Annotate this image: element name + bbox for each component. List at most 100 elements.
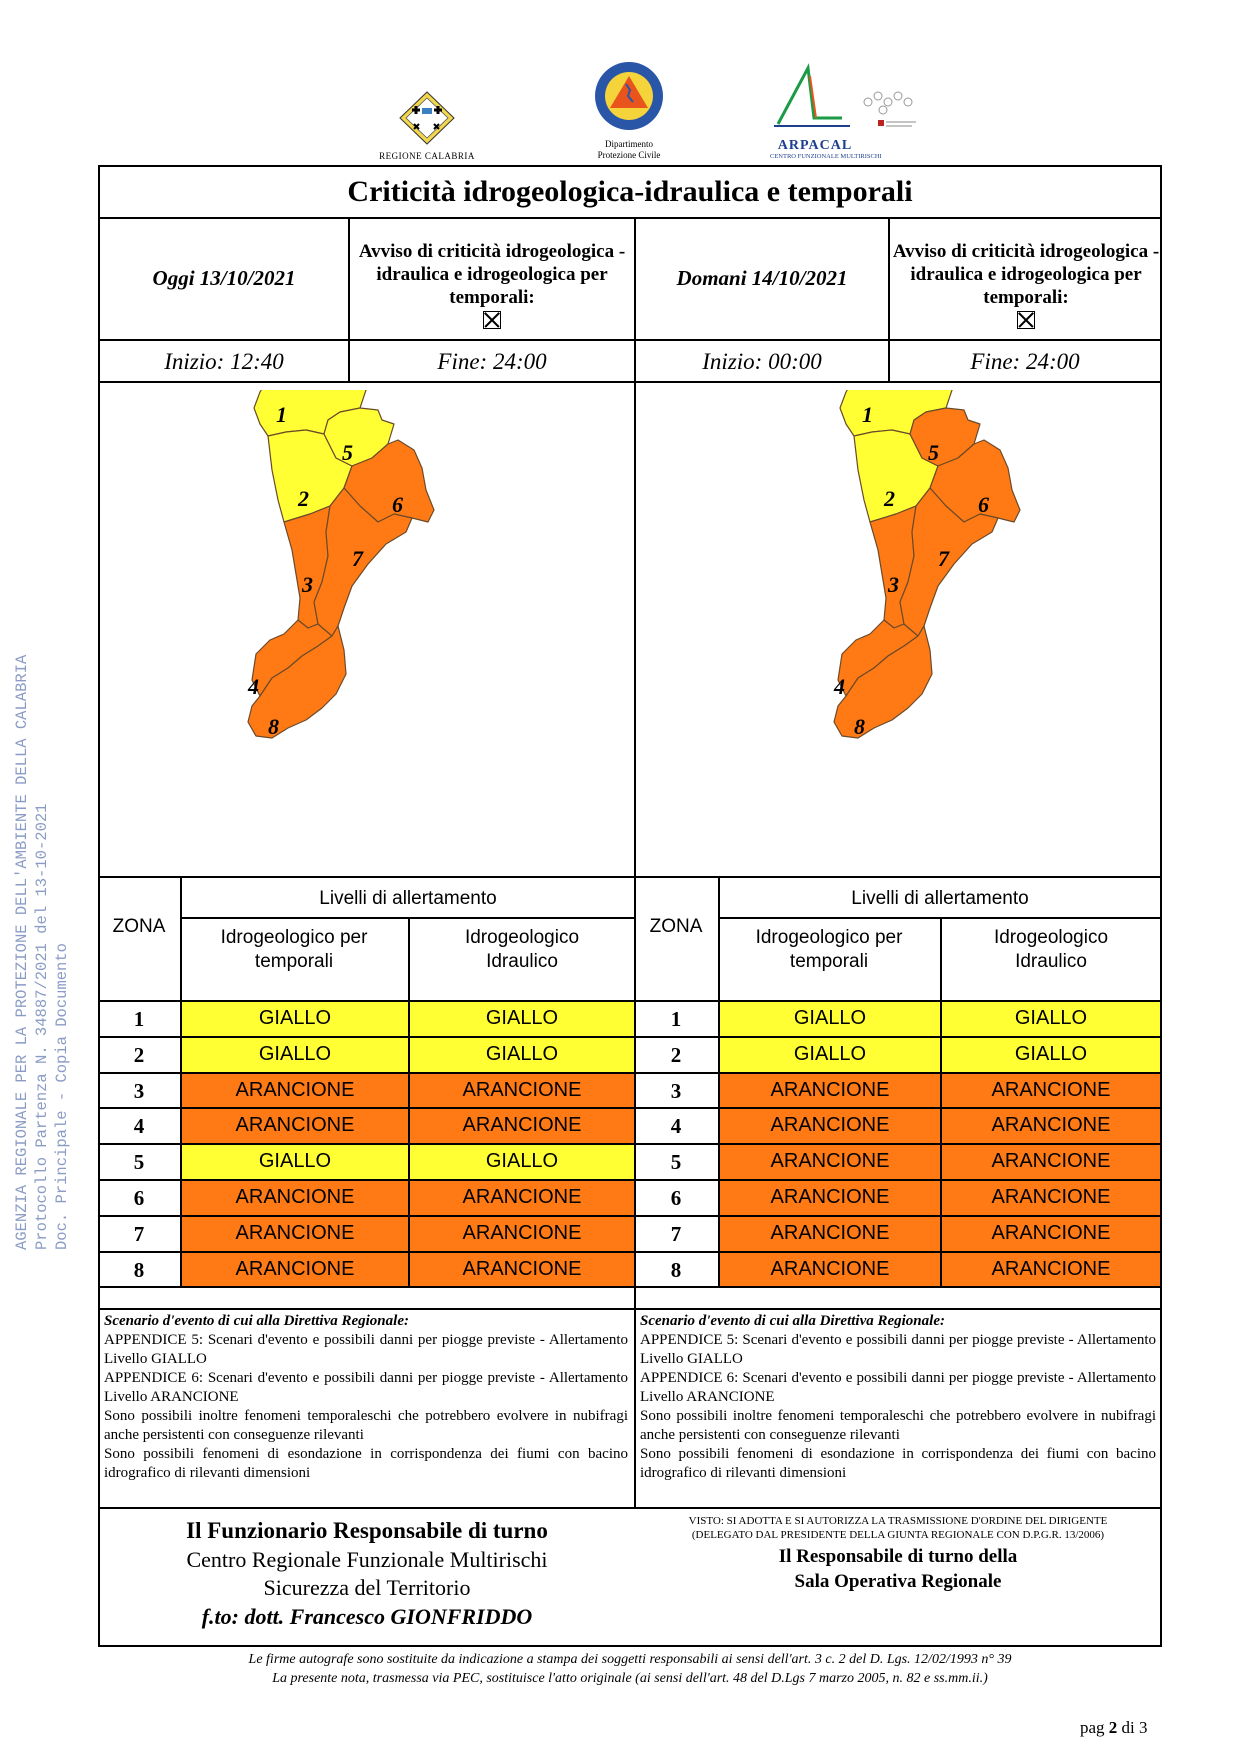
zone-6-temporali-level: ARANCIONE: [720, 1181, 940, 1215]
zone-3-temporali-level: ARANCIONE: [182, 1073, 408, 1108]
divider: [180, 1000, 182, 1289]
divider: [98, 1071, 636, 1074]
zone-8-temporali-level: ARANCIONE: [182, 1252, 408, 1287]
zone-8-area: [833, 625, 933, 739]
zone-number: 5: [133, 1150, 145, 1175]
divider: [348, 217, 350, 383]
zone-7-temporali-level: ARANCIONE: [720, 1216, 940, 1251]
divider: [634, 1000, 1162, 1002]
zone-7-label: 7: [352, 546, 364, 571]
left-signature: Il Funzionario Responsabile di turno Cen…: [100, 1516, 634, 1632]
right-end-time: Fine: 24:00: [970, 349, 1080, 374]
zone-4-idraulico-level: ARANCIONE: [942, 1109, 1160, 1144]
zone-2-temporali-level: GIALLO: [182, 1037, 408, 1072]
divider: [888, 217, 890, 383]
zone-4-temporali-level: ARANCIONE: [182, 1109, 408, 1144]
left-scenario: Scenario d'evento di cui alla Direttiva …: [104, 1312, 628, 1483]
zone-2-idraulico-level: GIALLO: [942, 1037, 1160, 1072]
divider: [98, 381, 1162, 383]
divider: [98, 1507, 1162, 1509]
visto-line: VISTO: SI ADOTTA E SI AUTORIZZA LA TRASM…: [688, 1515, 1108, 1527]
pec-note: La presente nota, trasmessa via PEC, sos…: [272, 1671, 988, 1686]
zone-7-idraulico-level: ARANCIONE: [942, 1216, 1160, 1251]
left-alert-table: ZONA Livelli di allertamento Idrogeologico…: [98, 876, 636, 1310]
checked-box-icon: [483, 311, 501, 329]
checked-box-icon: [1017, 311, 1035, 329]
zone-4-temporali-level: ARANCIONE: [720, 1109, 940, 1144]
right-signature: VISTO: SI ADOTTA E SI AUTORIZZA LA TRASM…: [636, 1514, 1160, 1594]
page-current: 2: [1108, 1718, 1118, 1737]
zone-6-idraulico-level: ARANCIONE: [410, 1181, 634, 1215]
divider: [634, 1071, 1162, 1074]
right-date: Domani 14/10/2021: [676, 266, 848, 290]
zone-2-label: 2: [297, 486, 309, 511]
zone-1-temporali-level: GIALLO: [182, 1002, 408, 1036]
levels-header: Livelli di allertamento: [851, 888, 1029, 909]
zone-5-idraulico-level: ARANCIONE: [942, 1145, 1160, 1179]
divider: [634, 1250, 1162, 1253]
zone-3-idraulico-level: ARANCIONE: [410, 1073, 634, 1108]
right-scenario: Scenario d'evento di cui alla Direttiva …: [640, 1312, 1156, 1483]
regione-calabria-logo: REGIONE CALABRIA: [368, 88, 486, 161]
divider: [634, 1143, 1162, 1146]
divider: [98, 1143, 636, 1146]
zone-6-temporali-level: ARANCIONE: [182, 1181, 408, 1215]
divider: [98, 1107, 636, 1110]
zone-5-temporali-level: ARANCIONE: [720, 1145, 940, 1179]
zone-4-label: 4: [833, 674, 845, 699]
delegation-line: (DELEGATO DAL PRESIDENTE DELLA GIUNTA RE…: [691, 1529, 1105, 1541]
left-start-time: Inizio: 12:40: [164, 349, 284, 374]
stamp-line-1: AGENZIA REGIONALE PER LA PROTEZIONE DELL…: [13, 654, 31, 1250]
divider: [634, 1107, 1162, 1110]
levels-header: Livelli di allertamento: [319, 888, 497, 909]
left-date: Oggi 13/10/2021: [152, 266, 296, 290]
zone-2-temporali-level: GIALLO: [720, 1037, 940, 1072]
zone-1-label: 1: [276, 402, 287, 427]
left-avviso-text: Avviso di criticità idrogeologica - idra…: [358, 241, 626, 308]
responsible-title: Il Responsabile di turno della: [778, 1546, 1018, 1567]
zone-5-idraulico-level: GIALLO: [410, 1145, 634, 1179]
divider: [98, 876, 1162, 878]
divider: [98, 339, 1162, 341]
zone-5-label: 5: [928, 440, 939, 465]
arpacal-name: ARPACAL: [777, 138, 853, 153]
divider: [634, 217, 636, 1509]
zone-number: 2: [670, 1042, 682, 1067]
zone-number: 4: [670, 1114, 682, 1139]
arpacal-subtitle: CENTRO FUNZIONALE MULTIRISCHI: [770, 153, 882, 160]
zona-header: ZONA: [649, 916, 703, 937]
zone-number: 1: [670, 1007, 682, 1031]
divider: [634, 1286, 1162, 1289]
zone-4-label: 4: [247, 674, 259, 699]
col-temporali-header: Idrogeologico per temporali: [755, 927, 903, 972]
right-alert-table: ZONA Livelli di allertamento Idrogeologico…: [634, 876, 1162, 1310]
protocol-stamp: AGENZIA REGIONALE PER LA PROTEZIONE DELL…: [12, 450, 72, 1250]
divider: [98, 1000, 636, 1002]
zone-number: 5: [670, 1150, 682, 1175]
zone-3-label: 3: [301, 572, 313, 597]
scenario-line: APPENDICE 5: Scenari d'evento e possibil…: [640, 1332, 1156, 1367]
divider: [718, 1000, 720, 1289]
zone-8-area: [247, 625, 347, 739]
zone-5-label: 5: [342, 440, 353, 465]
scenario-line: Sono possibili fenomeni di esondazione i…: [640, 1446, 1156, 1481]
scenario-heading: Scenario d'evento di cui alla Direttiva …: [104, 1313, 409, 1329]
zone-3-label: 3: [887, 572, 899, 597]
zone-2-idraulico-level: GIALLO: [410, 1037, 634, 1072]
zone-3-temporali-level: ARANCIONE: [720, 1073, 940, 1108]
zone-7-area: [899, 487, 999, 637]
scenario-line: Sono possibili inoltre fenomeni temporal…: [640, 1408, 1156, 1443]
page-prefix: pag: [1080, 1718, 1109, 1737]
zone-6-idraulico-level: ARANCIONE: [942, 1181, 1160, 1215]
right-zone-map: 1 2 3 4 5 6 7 8: [833, 390, 1021, 739]
zone-number: 6: [670, 1186, 682, 1210]
divider: [634, 1179, 1162, 1181]
zone-7-label: 7: [938, 546, 950, 571]
stamp-line-3: Doc. Principale - Copia Documento: [53, 943, 71, 1250]
page-title: Criticità idrogeologica-idraulica e temp…: [347, 175, 913, 208]
scenario-line: APPENDICE 6: Scenari d'evento e possibil…: [104, 1370, 628, 1405]
zone-number: 4: [133, 1114, 145, 1139]
regione-caption: REGIONE CALABRIA: [379, 151, 475, 161]
zone-3-idraulico-level: ARANCIONE: [942, 1073, 1160, 1108]
zone-number: 8: [133, 1257, 145, 1282]
